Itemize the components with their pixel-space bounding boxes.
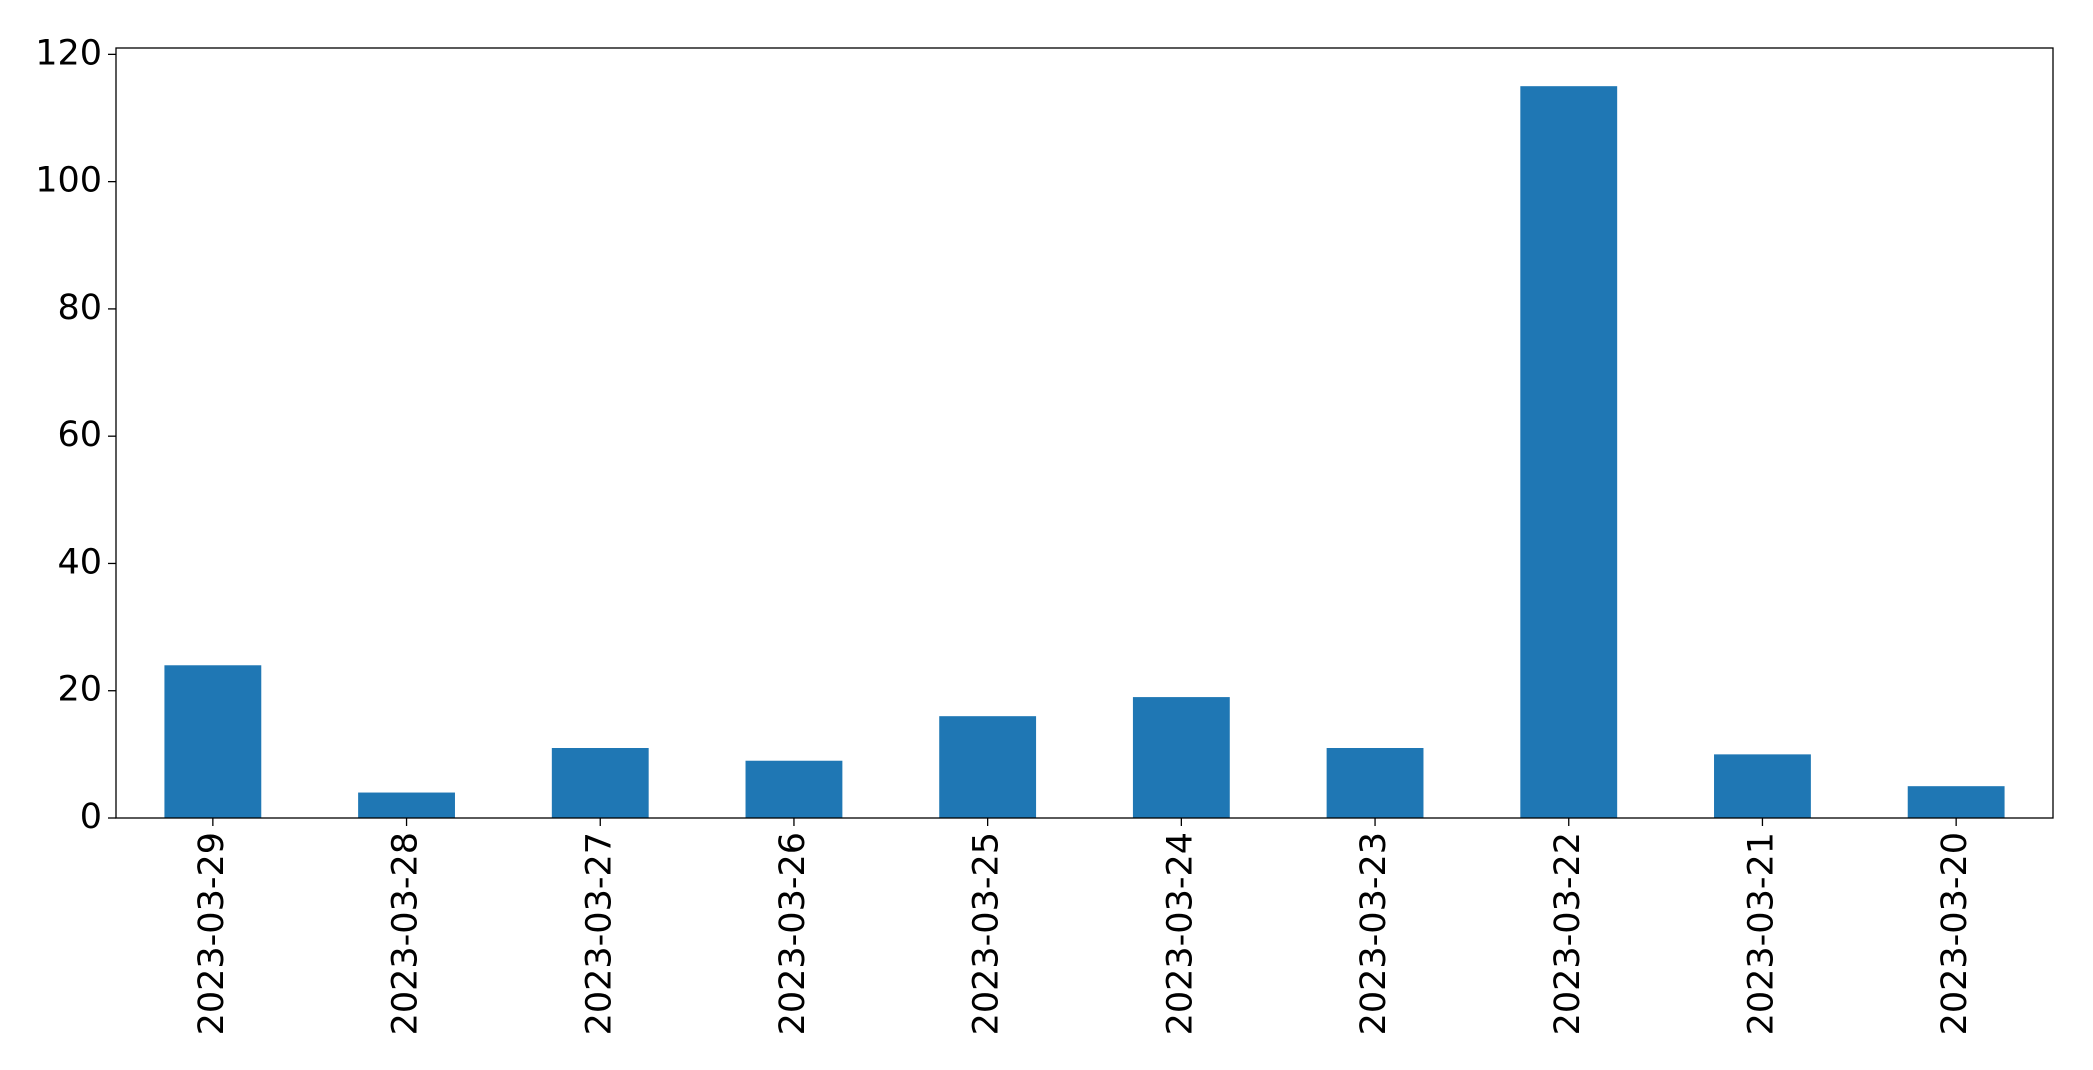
- bar: [164, 665, 262, 818]
- y-tick-label: 60: [57, 415, 102, 455]
- y-tick-label: 20: [57, 670, 102, 710]
- bar: [551, 748, 649, 818]
- bar: [745, 760, 843, 818]
- y-tick-label: 40: [57, 542, 102, 582]
- x-tick-label: 2023-03-26: [773, 832, 813, 1035]
- y-tick-label: 80: [57, 288, 102, 328]
- x-tick-label: 2023-03-22: [1548, 832, 1588, 1035]
- x-tick-label: 2023-03-28: [386, 832, 426, 1035]
- y-tick-label: 0: [80, 797, 102, 837]
- y-tick-label: 120: [35, 33, 102, 73]
- x-tick-label: 2023-03-24: [1160, 832, 1200, 1035]
- bar: [1520, 86, 1618, 818]
- x-tick-label: 2023-03-23: [1354, 832, 1394, 1035]
- bar: [939, 716, 1037, 818]
- x-tick-label: 2023-03-20: [1935, 832, 1975, 1035]
- x-tick-label: 2023-03-25: [967, 832, 1007, 1035]
- bar: [1132, 697, 1230, 818]
- x-tick-label: 2023-03-29: [192, 832, 232, 1035]
- x-tick-label: 2023-03-27: [579, 832, 619, 1035]
- bar: [358, 792, 455, 818]
- x-tick-label: 2023-03-21: [1741, 832, 1781, 1035]
- bar: [1326, 748, 1424, 818]
- bar: [1907, 786, 2005, 818]
- plot-frame: [115, 47, 2054, 819]
- bar: [1714, 754, 1811, 818]
- y-tick-label: 100: [35, 161, 102, 201]
